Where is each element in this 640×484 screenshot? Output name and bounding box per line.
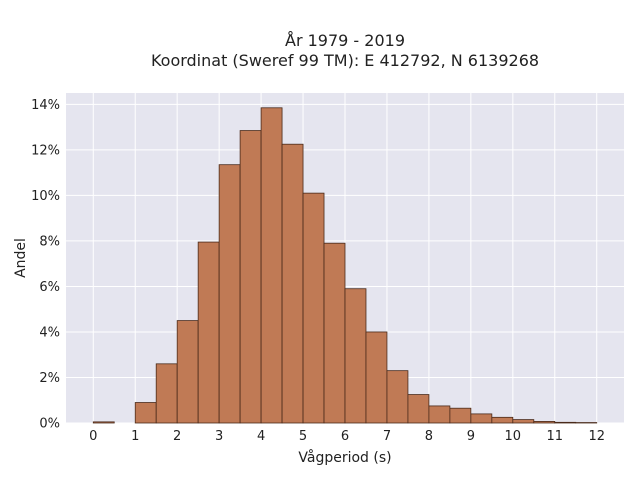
histogram-bar <box>282 144 303 423</box>
histogram-bar <box>534 421 555 423</box>
x-tick-label: 10 <box>505 429 522 444</box>
y-tick-label: 14% <box>31 98 60 113</box>
histogram-bar <box>93 422 114 423</box>
histogram-bar <box>177 321 198 423</box>
histogram-bar <box>135 403 156 423</box>
x-tick-label: 2 <box>173 429 181 444</box>
histogram-bar <box>198 242 219 423</box>
x-tick-label: 1 <box>131 429 139 444</box>
y-tick-label: 6% <box>39 280 60 295</box>
chart-title-line1: År 1979 - 2019 <box>285 31 405 50</box>
histogram-bar <box>555 422 576 423</box>
histogram-bar <box>450 408 471 423</box>
histogram-bar <box>387 371 408 423</box>
y-tick-label: 10% <box>31 189 60 204</box>
y-tick-label: 4% <box>39 325 60 340</box>
histogram-bar <box>324 243 345 423</box>
y-axis-label: Andel <box>13 238 29 278</box>
histogram-bar <box>240 131 261 423</box>
histogram-bar <box>156 364 177 423</box>
x-tick-label: 5 <box>299 429 307 444</box>
x-tick-label: 0 <box>89 429 97 444</box>
x-tick-label: 4 <box>257 429 265 444</box>
x-tick-label: 9 <box>467 429 475 444</box>
histogram-bar <box>303 193 324 423</box>
y-tick-labels: 0% 2% 4% 6% 8% 10% 12% 14% <box>31 98 60 432</box>
y-tick-label: 12% <box>31 143 60 158</box>
histogram-bar <box>429 406 450 423</box>
x-tick-label: 8 <box>425 429 433 444</box>
histogram-bar <box>471 414 492 423</box>
y-tick-label: 2% <box>39 371 60 386</box>
y-tick-label: 0% <box>39 417 60 432</box>
histogram-bar <box>219 165 240 423</box>
histogram-bar <box>366 332 387 423</box>
histogram-bar <box>408 395 429 423</box>
chart-title-line2: Koordinat (Sweref 99 TM): E 412792, N 61… <box>151 51 539 70</box>
histogram-bar <box>345 289 366 423</box>
x-tick-label: 12 <box>588 429 605 444</box>
x-tick-label: 3 <box>215 429 223 444</box>
histogram-bar <box>261 108 282 423</box>
y-tick-label: 8% <box>39 234 60 249</box>
histogram-bar <box>513 420 534 423</box>
x-axis-label: Vågperiod (s) <box>298 449 391 466</box>
histogram-bar <box>492 417 513 423</box>
x-tick-label: 11 <box>547 429 564 444</box>
x-tick-label: 7 <box>383 429 391 444</box>
x-tick-label: 6 <box>341 429 349 444</box>
